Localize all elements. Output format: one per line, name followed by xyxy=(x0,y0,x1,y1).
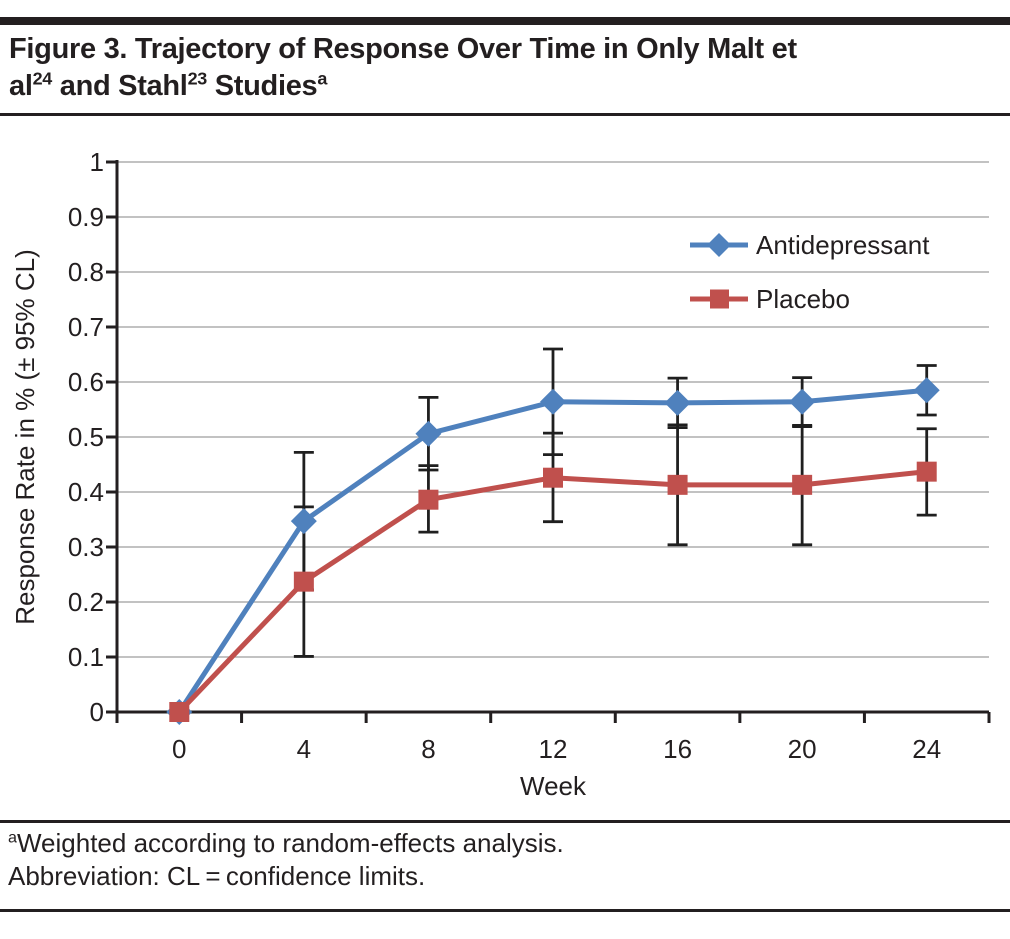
x-tick-label: 4 xyxy=(297,734,311,764)
y-tick-labels: 0 0.1 0.2 0.3 0.4 0.5 0.6 0.7 0.8 0.9 1 xyxy=(68,147,104,727)
legend-item-antidepressant: Antidepressant xyxy=(690,230,930,260)
reference-superscript: 23 xyxy=(187,68,208,89)
footnote-weighting: aWeighted according to random-effects an… xyxy=(8,828,564,858)
figure-footnotes: aWeighted according to random-effects an… xyxy=(8,827,998,893)
square-marker xyxy=(792,474,813,495)
title-divider-rule xyxy=(0,113,1010,116)
x-tick-label: 8 xyxy=(421,734,435,764)
footnote-marker: a xyxy=(317,68,328,89)
axes xyxy=(114,160,989,714)
figure-title: Figure 3. Trajectory of Response Over Ti… xyxy=(9,31,994,105)
y-tick-label: 0.9 xyxy=(68,202,104,232)
square-marker xyxy=(916,461,937,482)
legend: Antidepressant Placebo xyxy=(690,230,930,314)
bottom-rule xyxy=(0,909,1010,912)
footnote-abbreviation: Abbreviation: CL = confidence limits. xyxy=(8,861,426,891)
diamond-marker xyxy=(913,377,940,404)
x-tick-label: 20 xyxy=(788,734,817,764)
y-tick-label: 1 xyxy=(90,147,104,177)
square-marker xyxy=(543,467,563,488)
y-axis-title: Response Rate in % (± 95% CL) xyxy=(10,249,40,625)
diamond-marker xyxy=(789,388,816,415)
y-tick-label: 0.6 xyxy=(68,367,104,397)
legend-diamond-marker xyxy=(707,233,731,257)
x-tick-label: 16 xyxy=(663,734,692,764)
x-tick-labels: 0 4 8 12 16 20 24 xyxy=(172,734,941,764)
diamond-marker xyxy=(664,389,691,416)
y-tick-label: 0.7 xyxy=(68,312,104,342)
error-bars-antidepressant xyxy=(293,347,937,592)
square-marker xyxy=(667,474,688,495)
legend-item-placebo: Placebo xyxy=(690,284,850,314)
y-tick-label: 0 xyxy=(90,697,104,727)
square-marker xyxy=(418,489,439,510)
reference-superscript: 24 xyxy=(32,68,53,89)
legend-square-marker xyxy=(710,289,729,309)
y-tick-label: 0.5 xyxy=(68,422,104,452)
square-marker xyxy=(293,571,314,592)
x-axis-title: Week xyxy=(520,771,587,801)
y-tick-label: 0.3 xyxy=(68,532,104,562)
footnote-marker: a xyxy=(8,828,17,847)
legend-label: Placebo xyxy=(756,284,850,314)
axis-ticks xyxy=(106,160,991,723)
top-accent-bar xyxy=(0,17,1010,25)
y-tick-label: 0.4 xyxy=(68,477,104,507)
y-gridlines xyxy=(117,161,989,658)
diamond-marker xyxy=(540,388,566,415)
diamond-marker xyxy=(290,508,317,535)
figure-title-line1: Figure 3. Trajectory of Response Over Ti… xyxy=(9,33,797,65)
series-markers-placebo xyxy=(169,461,937,722)
footnote-divider-rule xyxy=(0,820,1010,823)
diamond-marker xyxy=(415,420,442,447)
legend-label: Antidepressant xyxy=(756,230,930,260)
y-tick-label: 0.8 xyxy=(68,257,104,287)
y-tick-label: 0.1 xyxy=(68,642,104,672)
square-marker xyxy=(169,702,190,722)
x-tick-label: 0 xyxy=(172,734,186,764)
y-tick-label: 0.2 xyxy=(68,587,104,617)
x-tick-label: 24 xyxy=(912,734,941,764)
figure-title-line2: al24 and Stahl23 Studiesa xyxy=(9,68,328,102)
x-tick-label: 12 xyxy=(539,734,568,764)
